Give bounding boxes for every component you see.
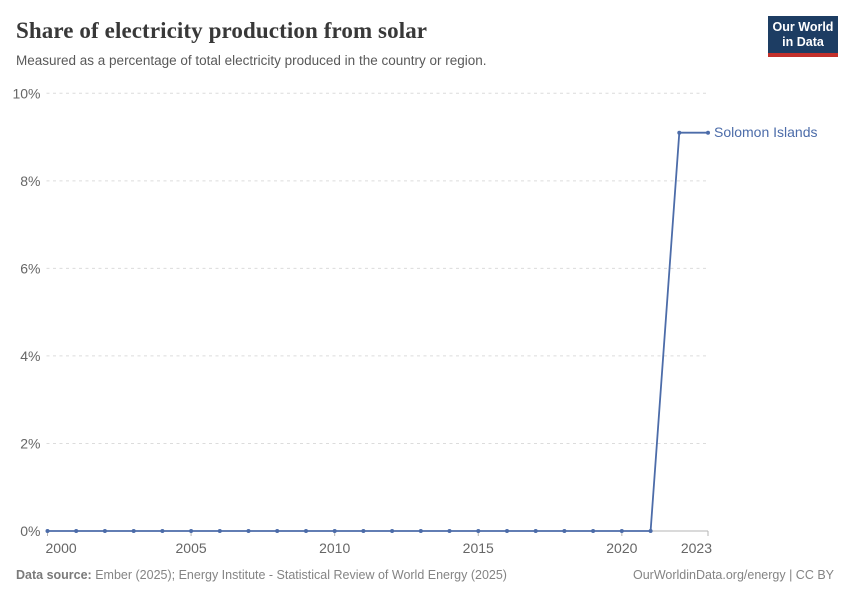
x-axis-labels: 2000 2005 2010 2015 2020 2023 — [46, 531, 712, 556]
data-point — [591, 529, 596, 533]
data-point — [45, 529, 50, 533]
data-point — [74, 529, 79, 533]
data-point — [447, 529, 452, 533]
data-point — [476, 529, 481, 533]
y-tick-label: 0% — [20, 523, 40, 539]
series-end-label: Solomon Islands — [714, 124, 818, 140]
x-tick-label: 2000 — [46, 540, 77, 556]
data-point — [217, 529, 222, 533]
data-source-label: Data source: — [16, 568, 92, 582]
y-tick-label: 8% — [20, 173, 40, 189]
data-point — [160, 529, 165, 533]
data-source-line: Data source: Ember (2025); Energy Instit… — [16, 568, 507, 583]
page-title: Share of electricity production from sol… — [16, 18, 428, 43]
y-tick-label: 2% — [20, 435, 40, 451]
x-tick-label: 2015 — [463, 540, 494, 556]
page-subtitle: Measured as a percentage of total electr… — [16, 53, 487, 68]
x-tick-label: 2023 — [681, 540, 712, 556]
x-tick-label: 2010 — [319, 540, 350, 556]
credit-link[interactable]: OurWorldinData.org/energy | CC BY — [632, 568, 834, 582]
data-point — [562, 529, 567, 533]
x-tick-label: 2020 — [606, 540, 637, 556]
y-tick-label: 4% — [20, 348, 40, 364]
data-points — [45, 130, 710, 533]
data-point — [648, 529, 653, 533]
data-point — [619, 529, 624, 533]
y-tick-label: 10% — [12, 85, 40, 101]
gridlines — [46, 92, 708, 532]
data-point — [246, 529, 251, 533]
logo-line2: in Data — [782, 35, 824, 49]
data-point — [189, 529, 194, 533]
data-point — [275, 529, 280, 533]
data-point — [102, 529, 107, 533]
logo-line1: Our World — [772, 20, 834, 34]
x-tick-label: 2005 — [176, 540, 207, 556]
data-point — [505, 529, 509, 533]
data-point — [706, 130, 710, 135]
data-point — [533, 529, 538, 533]
chart-header: Share of electricity production from sol… — [16, 17, 750, 69]
data-point — [304, 529, 308, 533]
y-tick-label: 6% — [20, 260, 40, 276]
owid-logo[interactable]: Our World in Data — [768, 16, 838, 57]
data-point — [418, 529, 423, 533]
data-line — [46, 131, 709, 532]
data-point — [332, 529, 337, 533]
data-point — [361, 529, 366, 533]
data-point — [131, 529, 136, 533]
data-point — [390, 529, 395, 533]
data-point — [677, 130, 682, 135]
data-source-text: Ember (2025); Energy Institute - Statist… — [95, 568, 507, 582]
chart-footer: Data source: Ember (2025); Energy Instit… — [16, 568, 834, 583]
y-axis-labels: 0% 2% 4% 6% 8% 10% — [12, 85, 40, 539]
